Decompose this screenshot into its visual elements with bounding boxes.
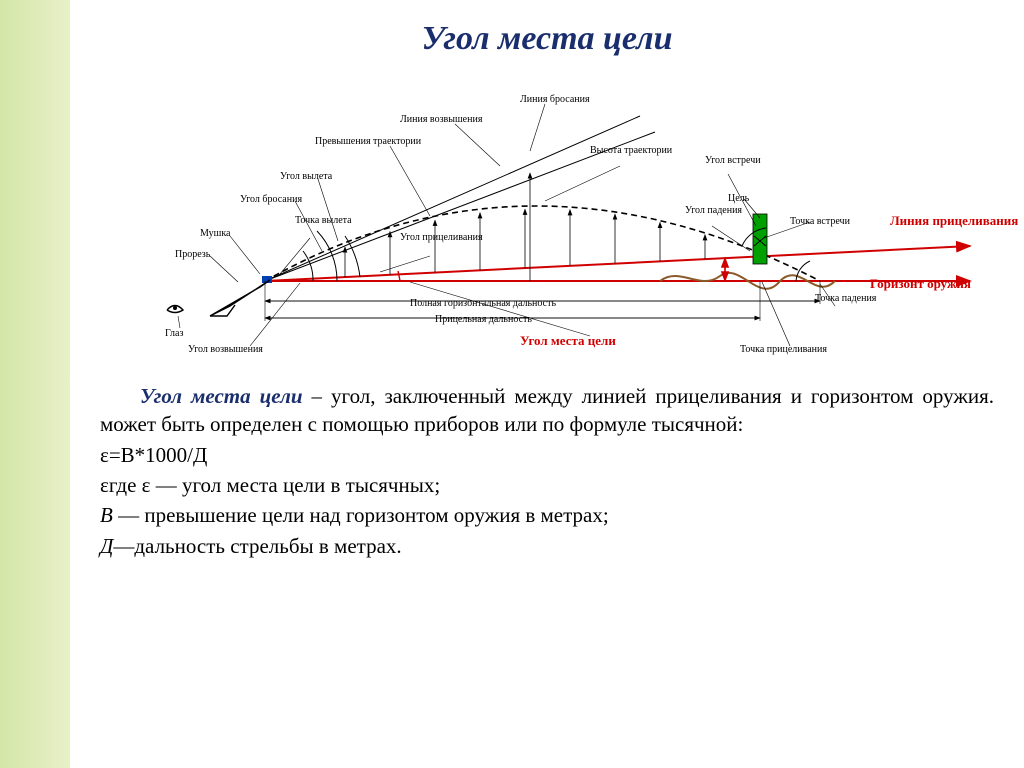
lbl-tochka-pritsel: Точка прицеливания [740,344,827,355]
lbl-ugol-vozvysheniya: Угол возвышения [188,344,263,355]
diagram-svg [100,66,994,366]
text-b: — превышение цели над горизонтом оружия … [113,503,609,527]
lbl-tochka-vstrechi: Точка встречи [790,216,850,227]
line-d: Д—дальность стрельбы в метрах. [100,532,994,560]
decorative-sidebar [0,0,70,768]
lbl-gorizont: Горизонт оружия [870,276,971,292]
lbl-prevyshenie: Превышения траектории [315,136,421,147]
lbl-pritsel-dal: Прицельная дальность [435,314,532,325]
lbl-ugol-vstrechi: Угол встречи [705,156,761,166]
epsilon-sym: ε [100,473,109,497]
definition-paragraph: Угол места цели – угол, заключенный межд… [100,382,994,439]
sym-d: Д [100,534,113,558]
lbl-polnaya: Полная горизонтальная дальность [410,298,556,309]
lbl-liniya-brosaniya: Линия бросания [520,94,590,105]
lbl-ugol-brosaniya: Угол бросания [240,194,302,205]
lbl-vysota-traekt: Высота траектории [590,146,672,156]
lbl-prorez: Прорезь [175,249,210,260]
lbl-tochka-pad: Точка падения [815,294,876,304]
lbl-ugol-pritsel: Угол прицеливания [400,233,483,243]
sym-b: В [100,503,113,527]
lbl-ugol-vyleta: Угол вылета [280,171,332,182]
term: Угол места цели [140,384,303,408]
lbl-ugol-mesta-tseli: Угол места цели [520,333,616,349]
lbl-ugol-pad: Угол падения [685,206,742,216]
lbl-liniya-vozvysheniya: Линия возвышения [400,114,482,125]
page-title: Угол места цели [100,20,994,58]
lbl-tochka-vyleta: Точка вылета [295,216,352,226]
lbl-mushka: Мушка [200,228,231,239]
lbl-tsel: Цель [728,193,749,204]
lbl-glaz: Глаз [165,328,183,339]
text-d: —дальность стрельбы в метрах. [113,534,401,558]
trajectory-diagram: Линия бросания Линия возвышения Превышен… [100,66,994,366]
line-b: В — превышение цели над горизонтом оружи… [100,501,994,529]
where-text: где ε — угол места цели в тысячных; [109,473,440,497]
formula: ε=В*1000/Д [100,441,994,469]
where-line: εгде ε — угол места цели в тысячных; [100,471,994,499]
lbl-liniya-pritsel: Линия прицеливания [890,214,1018,227]
slide-content: Угол места цели Линия бросания Линия воз… [70,0,1024,768]
